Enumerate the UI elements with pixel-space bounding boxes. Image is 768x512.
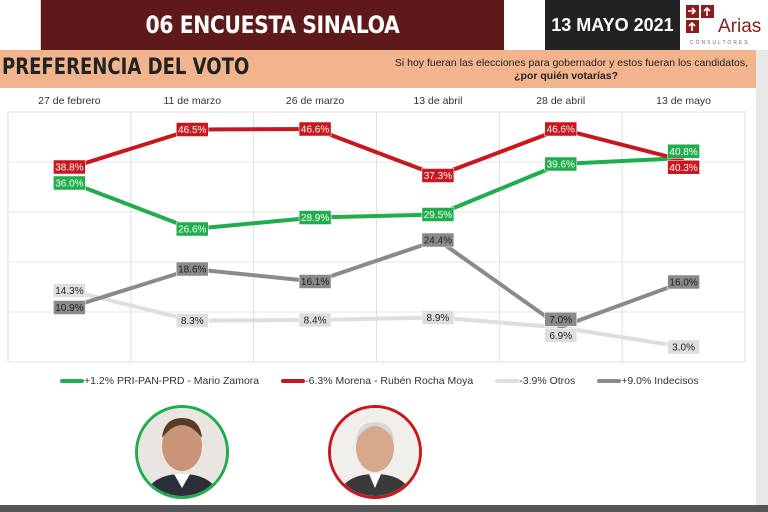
data-label-box: [176, 313, 209, 328]
logo-arrows-icon: [686, 5, 714, 33]
candidate-photo-zamora: [135, 405, 229, 499]
person-rocha-icon: [331, 408, 419, 496]
data-label-box: [53, 283, 86, 298]
legend-swatch: [597, 379, 622, 383]
x-tick-label: 13 de abril: [413, 95, 462, 107]
series-line-0: [68, 156, 684, 231]
data-label: 16.0%: [669, 278, 697, 289]
data-label-box: [421, 232, 455, 248]
data-label: 46.6%: [547, 125, 575, 136]
legend-swatch: [281, 379, 306, 383]
person-zamora-icon: [138, 408, 226, 496]
legend-item: +9.0% Indecisos: [597, 375, 699, 387]
survey-title-text: 06 ENCUESTA SINALOA: [145, 11, 400, 39]
data-label: 40.3%: [669, 163, 697, 174]
data-label-box: [667, 339, 700, 355]
legend-item: -3.9% Otros: [495, 375, 575, 387]
question-line-2: ¿por quién votarías?: [514, 70, 618, 82]
legend-swatch: [495, 379, 520, 383]
series-line-1: [68, 127, 685, 178]
data-label-box: [544, 328, 577, 343]
data-label-box: [667, 274, 700, 290]
data-label-box: [667, 160, 700, 175]
data-label: 46.6%: [301, 125, 329, 136]
data-label-box: [298, 121, 332, 137]
data-label: 6.9%: [549, 331, 572, 342]
legend-label: +1.2% PRI-PAN-PRD - Mario Zamora: [84, 375, 260, 387]
legend-label: +9.0% Indecisos: [621, 375, 699, 387]
data-label: 8.3%: [181, 316, 204, 327]
data-label-box: [298, 312, 332, 328]
x-tick-label: 13 de mayo: [656, 95, 711, 107]
legend-label: -3.9% Otros: [519, 375, 576, 387]
data-label: 16.1%: [301, 277, 329, 288]
data-label-box: [298, 210, 332, 225]
data-label: 40.8%: [669, 147, 697, 158]
x-tick-label: 11 de marzo: [163, 95, 221, 107]
series-line-3: [68, 238, 685, 329]
x-tick-label: 28 de abril: [536, 95, 585, 107]
legend-swatch: [60, 379, 84, 383]
footer-bar: [0, 505, 768, 512]
data-label: 8.4%: [304, 316, 327, 327]
legend-label: -6.3% Morena - Rubén Rocha Moya: [305, 375, 474, 387]
survey-question: Si hoy fueran las elecciones para gobern…: [395, 57, 748, 83]
data-label-box: [176, 122, 209, 137]
edge-strip: [756, 50, 768, 512]
data-label: 29.5%: [424, 210, 452, 221]
data-label-box: [544, 312, 577, 327]
data-label-box: [176, 261, 209, 277]
data-label: 28.9%: [301, 213, 329, 224]
data-label: 39.6%: [547, 160, 575, 171]
data-label-box: [544, 156, 577, 172]
data-label-box: [421, 207, 455, 222]
data-label: 18.6%: [178, 265, 206, 276]
survey-date: 13 MAYO 2021: [545, 0, 680, 50]
data-label-box: [421, 168, 455, 183]
legend-item: -6.3% Morena - Rubén Rocha Moya: [281, 375, 473, 387]
data-label: 38.8%: [55, 163, 83, 174]
logo-text: Arias: [718, 16, 762, 37]
line-chart: 27 de febrero 11 de marzo 26 de marzo 13 de…: [7, 95, 746, 363]
section-band: PREFERENCIA DEL VOTO Si hoy fueran las e…: [0, 50, 756, 88]
data-label: 46.5%: [178, 125, 206, 136]
data-label: 8.9%: [427, 313, 450, 324]
data-label: 36.0%: [55, 179, 83, 190]
data-label: 7.0%: [549, 315, 572, 326]
data-label: 10.9%: [55, 303, 83, 314]
arias-logo: Arias CONSULTORES: [680, 0, 768, 50]
data-label: 26.6%: [178, 225, 206, 236]
data-label-box: [176, 221, 209, 237]
section-title: PREFERENCIA DEL VOTO: [2, 55, 250, 80]
data-label-box: [53, 159, 86, 175]
data-label-box: [544, 121, 577, 137]
data-label: 3.0%: [672, 343, 695, 354]
x-tick-label: 26 de marzo: [286, 95, 345, 107]
question-line-1: Si hoy fueran las elecciones para gobern…: [394, 57, 748, 69]
legend: +1.2% PRI-PAN-PRD - Mario Zamora -6.3% Mo…: [60, 375, 750, 387]
series-line-2: [68, 288, 684, 349]
data-label: 24.4%: [424, 236, 452, 247]
candidate-photo-rocha: [328, 405, 422, 499]
data-label-box: [298, 274, 332, 289]
x-tick-label: 27 de febrero: [38, 95, 101, 107]
data-label-box: [53, 300, 86, 315]
data-label-box: [667, 144, 700, 159]
data-label: 14.3%: [55, 286, 83, 297]
survey-title: 06 ENCUESTA SINALOA: [40, 0, 505, 50]
logo-subtext: CONSULTORES: [690, 40, 750, 46]
data-label-box: [53, 175, 86, 191]
data-label-box: [421, 310, 455, 325]
legend-item: +1.2% PRI-PAN-PRD - Mario Zamora: [60, 375, 259, 387]
data-label: 37.3%: [424, 171, 452, 182]
